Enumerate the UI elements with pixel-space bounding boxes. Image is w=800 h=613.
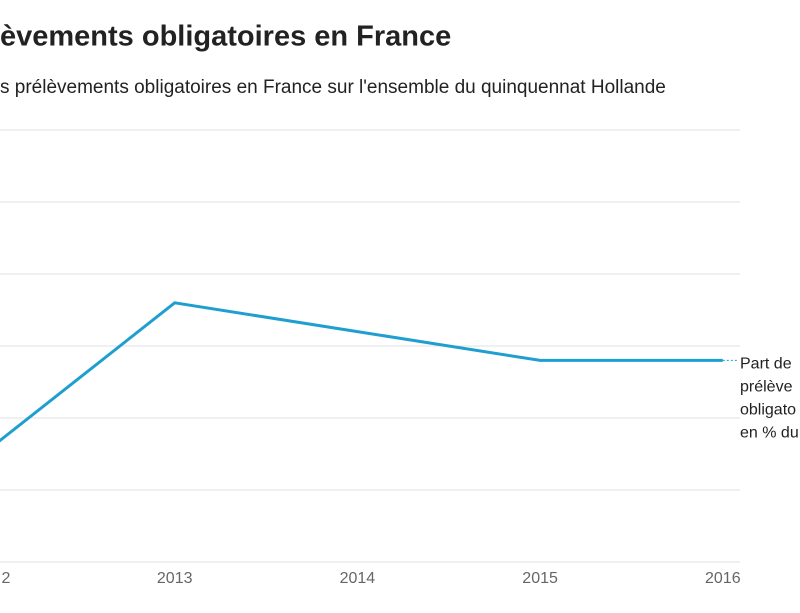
x-tick-label: 2015 [522, 570, 558, 587]
data-line [0, 301, 723, 443]
series-label: obligato [740, 402, 796, 419]
series-label: en % du [740, 425, 799, 442]
chart-subtitle: s prélèvements obligatoires en France su… [0, 77, 666, 98]
x-tick-label: 2 [2, 570, 11, 587]
series-label: Part de [740, 356, 792, 373]
x-tick-label: 2013 [157, 570, 193, 587]
x-tick-label: 2016 [705, 570, 741, 587]
x-tick-label: 2014 [340, 570, 376, 587]
chart-title: èvements obligatoires en France [0, 21, 451, 53]
series-label: prélève [740, 379, 793, 396]
